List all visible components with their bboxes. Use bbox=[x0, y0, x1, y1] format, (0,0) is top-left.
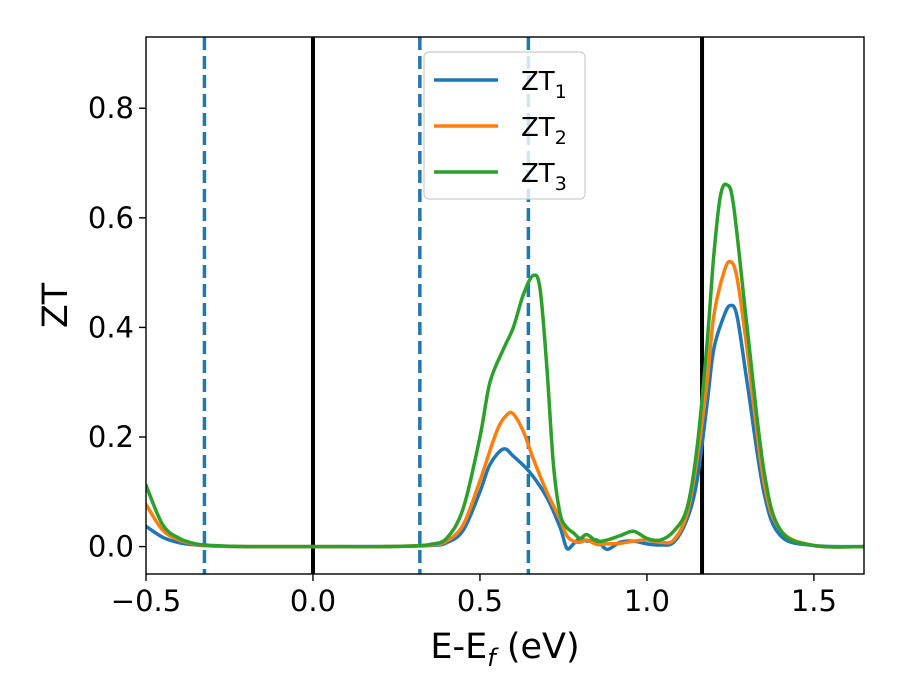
legend-box bbox=[423, 51, 586, 200]
y-tick-label: 0.0 bbox=[88, 530, 134, 564]
plot-content bbox=[146, 37, 864, 574]
legend-label-zt3: ZT3 bbox=[521, 159, 567, 195]
tick-layer: −0.5 0.0 0.5 1.0 1.5 0.0 0.2 0.4 0.6 0.8 bbox=[88, 91, 837, 618]
x-axis-title-unit: (eV) bbox=[496, 627, 580, 667]
plot-frame bbox=[145, 36, 865, 575]
y-tick-label: 0.2 bbox=[88, 420, 134, 454]
legend-label-main: ZT bbox=[521, 113, 555, 143]
x-tick-label: 1.0 bbox=[624, 584, 670, 618]
x-tick-label: 0.5 bbox=[457, 584, 503, 618]
y-tick-label: 0.6 bbox=[88, 201, 134, 235]
legend-label-subscript: 2 bbox=[555, 127, 567, 149]
x-axis-title-main: E-E bbox=[430, 627, 487, 667]
y-tick-label: 0.8 bbox=[88, 91, 134, 125]
x-tick-label: 0.0 bbox=[290, 584, 336, 618]
x-tick-label: −0.5 bbox=[111, 584, 181, 618]
legend-label-subscript: 1 bbox=[555, 81, 567, 103]
x-tick-label: 1.5 bbox=[791, 584, 837, 618]
x-axis-title: E-Ef (eV) bbox=[430, 627, 579, 672]
legend-label-subscript: 3 bbox=[555, 173, 567, 195]
series-line-zt3 bbox=[146, 182, 864, 549]
legend-label-main: ZT bbox=[521, 159, 555, 189]
legend-label-zt2: ZT2 bbox=[521, 113, 567, 149]
y-axis-title: ZT bbox=[36, 282, 76, 328]
legend-label-zt1: ZT1 bbox=[521, 67, 567, 103]
legend-label-main: ZT bbox=[521, 67, 555, 97]
y-tick-label: 0.4 bbox=[88, 310, 134, 344]
